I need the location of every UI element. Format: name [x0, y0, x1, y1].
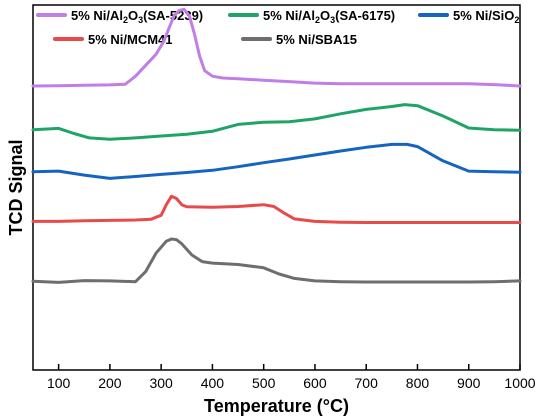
x-tick-label: 300 — [149, 375, 173, 391]
x-axis-ticks: 100 200 300 400 500 600 700 800 900 1000 — [47, 364, 536, 391]
legend-text-part: 5% Ni/MCM41 — [88, 32, 173, 47]
legend-item-5: 5% Ni/SBA15 — [241, 32, 357, 47]
series-line-4 — [31, 194, 522, 224]
x-tick-label: 500 — [252, 375, 276, 391]
legend-subscript: 2 — [315, 15, 320, 25]
legend: 5% Ni/Al2O3(SA-5239) 5% Ni/Al2O3(SA-6175)… — [36, 8, 519, 47]
plot-area-frame — [32, 4, 521, 371]
y-axis-title: TCD Signal — [6, 139, 26, 235]
legend-text-part: 5% Ni/Al — [71, 8, 123, 23]
legend-item-3: 5% Ni/SiO2 — [418, 8, 519, 25]
legend-label: 5% Ni/Al2O3(SA-6175) — [263, 8, 395, 25]
x-tick-label: 1000 — [504, 375, 535, 391]
series-layer — [31, 7, 522, 284]
legend-item-2: 5% Ni/Al2O3(SA-6175) — [228, 8, 395, 25]
legend-text-part: 5% Ni/SBA15 — [276, 32, 357, 47]
x-tick-label: 100 — [47, 375, 71, 391]
legend-text-part: 5% Ni/SiO — [453, 8, 514, 23]
legend-item-4: 5% Ni/MCM41 — [53, 32, 173, 47]
legend-text-part: O — [320, 8, 330, 23]
series-line-3 — [31, 142, 522, 180]
legend-subscript: 3 — [138, 15, 143, 25]
x-tick-label: 900 — [457, 375, 481, 391]
legend-text-part: 5% Ni/Al — [263, 8, 315, 23]
legend-label: 5% Ni/SBA15 — [276, 32, 357, 47]
series-line-1 — [31, 7, 522, 88]
x-axis-title: Temperature (°C) — [204, 396, 349, 416]
legend-text-part: (SA-6175) — [335, 8, 395, 23]
legend-label: 5% Ni/SiO2 — [453, 8, 519, 25]
x-tick-label: 400 — [201, 375, 225, 391]
series-line-5 — [31, 237, 522, 284]
legend-subscript: 2 — [123, 15, 128, 25]
x-tick-label: 800 — [406, 375, 430, 391]
legend-subscript: 3 — [330, 15, 335, 25]
x-tick-label: 600 — [303, 375, 327, 391]
legend-text-part: O — [128, 8, 138, 23]
legend-label: 5% Ni/MCM41 — [88, 32, 173, 47]
series-line-2 — [31, 103, 522, 141]
x-tick-label: 200 — [98, 375, 122, 391]
x-tick-label: 700 — [355, 375, 379, 391]
legend-subscript: 2 — [514, 15, 519, 25]
